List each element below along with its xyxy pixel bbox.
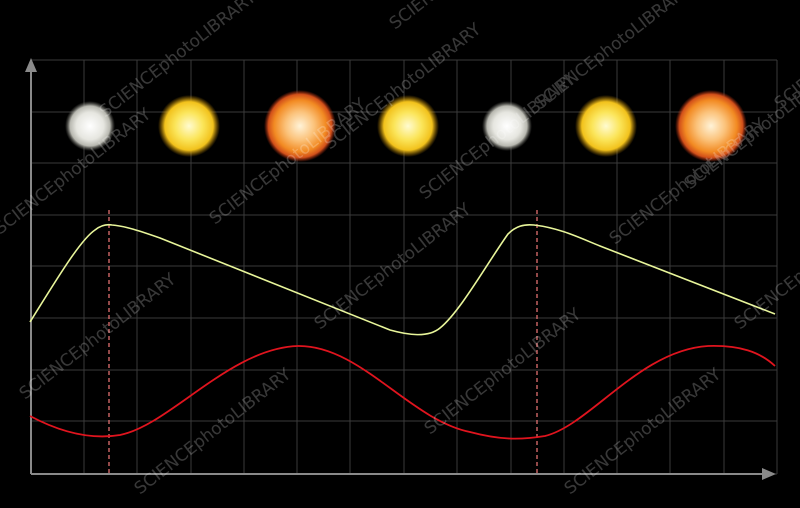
- y-axis-arrow-icon: [25, 58, 37, 72]
- star-intermediate: [377, 95, 439, 157]
- watermark-text: SCIENCEphotoLIBRARY: [131, 364, 296, 499]
- watermark-text: SCIENCEphotoLIBRARY: [421, 304, 586, 439]
- star-maximum: [264, 90, 336, 162]
- watermark-text: SCIENCEphotoLIBRARY: [771, 0, 800, 114]
- x-axis-arrow-icon: [762, 468, 776, 480]
- star-minimum: [65, 101, 115, 151]
- star-intermediate: [158, 95, 220, 157]
- maximum-markers: [108, 210, 538, 474]
- watermark-text: SCIENCEphotoLIBRARY: [311, 199, 476, 334]
- axes: [25, 58, 776, 480]
- star-intermediate: [575, 95, 637, 157]
- brightness-curve: [29, 223, 776, 336]
- star-maximum: [675, 90, 747, 162]
- star-minimum: [482, 101, 532, 151]
- star-sequence: [65, 90, 747, 162]
- watermark-text: SCIENCEphotoLIBRARY: [561, 364, 726, 499]
- watermark-text: SCIENCEphotoLIBRARY: [16, 269, 181, 404]
- watermark-text: SCIENCEphotoLIBRARY: [731, 199, 800, 334]
- radial-velocity-curve: [29, 345, 776, 440]
- watermark-text: SCIENCEphotoLIBRARY: [416, 69, 581, 204]
